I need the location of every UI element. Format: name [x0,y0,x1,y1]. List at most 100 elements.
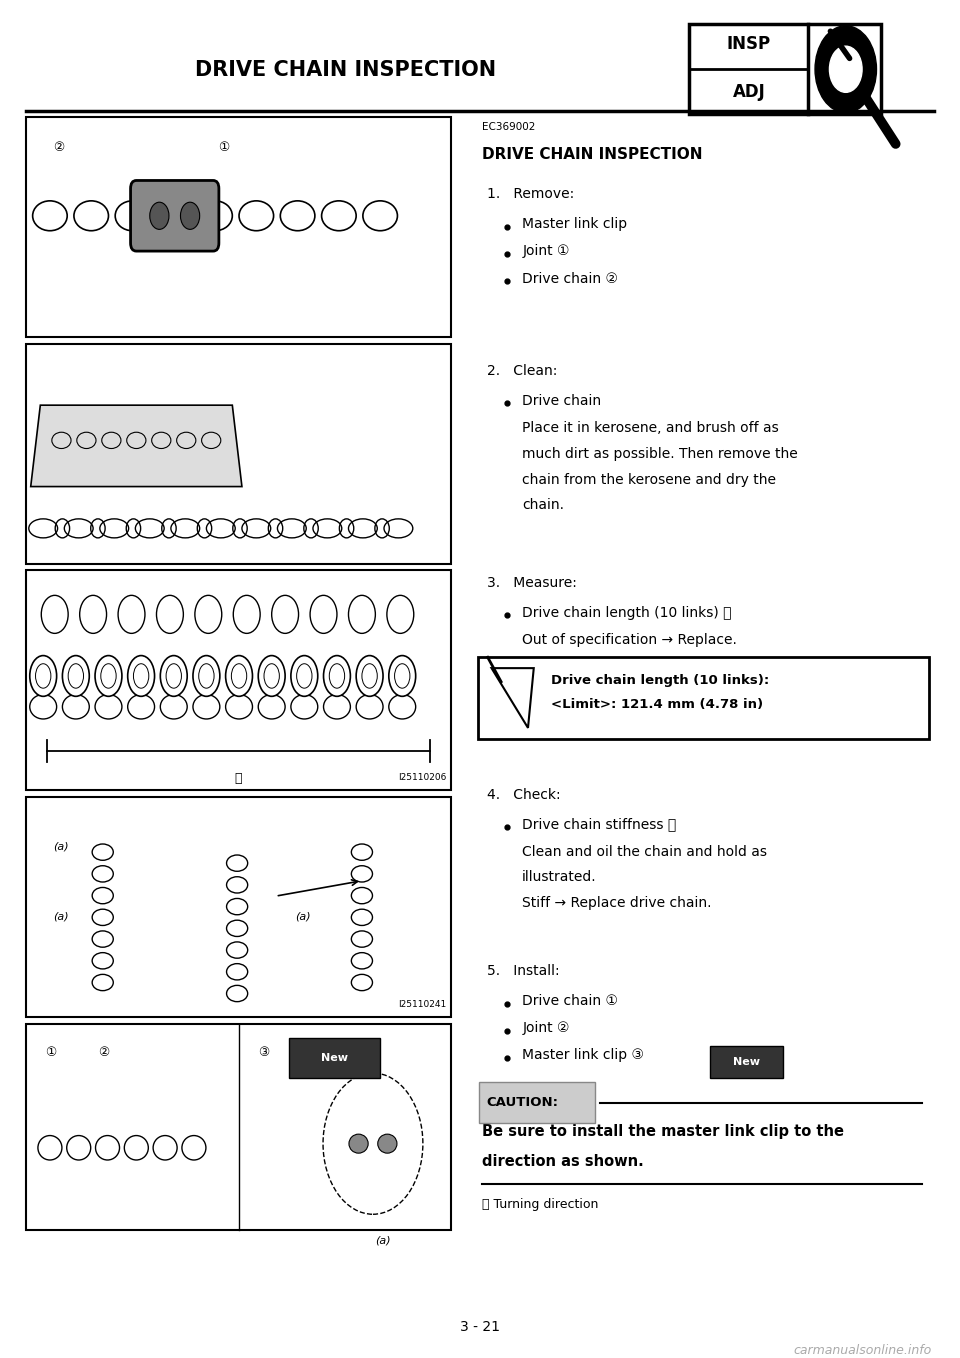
Circle shape [310,595,337,633]
Ellipse shape [349,1134,369,1153]
Circle shape [348,595,375,633]
Text: 3: 3 [129,610,134,619]
Ellipse shape [30,656,57,697]
FancyBboxPatch shape [478,657,929,739]
Text: Drive chain stiffness ⓐ: Drive chain stiffness ⓐ [522,818,677,831]
Text: ①: ① [45,1046,57,1059]
Text: EC369002: EC369002 [482,122,536,132]
Text: ⓐ Turning direction: ⓐ Turning direction [482,1198,598,1211]
Text: ⓐ: ⓐ [235,773,242,785]
Text: Drive chain: Drive chain [522,394,601,407]
Ellipse shape [95,656,122,697]
Ellipse shape [125,1135,149,1160]
Ellipse shape [226,694,252,718]
Circle shape [156,595,183,633]
Text: 2.   Clean:: 2. Clean: [487,364,557,378]
Ellipse shape [153,1135,177,1160]
Text: DRIVE CHAIN INSPECTION: DRIVE CHAIN INSPECTION [482,147,703,162]
Text: 8: 8 [321,610,326,619]
Text: chain.: chain. [522,498,564,512]
Ellipse shape [128,694,155,718]
Ellipse shape [324,694,350,718]
Text: Place it in kerosene, and brush off as: Place it in kerosene, and brush off as [522,421,779,435]
Text: Drive chain ②: Drive chain ② [522,272,618,285]
FancyBboxPatch shape [131,181,219,251]
Ellipse shape [291,694,318,718]
Text: Joint ②: Joint ② [522,1021,569,1035]
Text: Joint ①: Joint ① [522,244,569,258]
Text: ADJ: ADJ [732,83,765,100]
Circle shape [80,595,107,633]
Ellipse shape [356,694,383,718]
Text: <Limit>: 121.4 mm (4.78 in): <Limit>: 121.4 mm (4.78 in) [551,698,763,712]
Text: Out of specification → Replace.: Out of specification → Replace. [522,633,737,646]
Text: 5.   Install:: 5. Install: [487,964,560,978]
Ellipse shape [128,656,155,697]
Ellipse shape [95,1135,119,1160]
Text: 1.   Remove:: 1. Remove: [487,187,574,201]
Ellipse shape [389,656,416,697]
Ellipse shape [66,1135,90,1160]
Text: I25110206: I25110206 [398,773,446,782]
Circle shape [41,595,68,633]
Text: carmanualsonline.info: carmanualsonline.info [793,1344,931,1358]
Text: 6: 6 [244,610,250,619]
Text: New: New [733,1057,760,1067]
Text: I25110241: I25110241 [398,999,446,1009]
Text: CAUTION:: CAUTION: [487,1096,559,1109]
Circle shape [150,202,169,230]
Text: Drive chain length (10 links):: Drive chain length (10 links): [551,674,769,687]
Circle shape [815,26,876,113]
Circle shape [233,595,260,633]
Ellipse shape [258,656,285,697]
Text: 4.   Check:: 4. Check: [487,788,561,801]
Ellipse shape [160,656,187,697]
FancyBboxPatch shape [710,1046,783,1078]
Text: chain from the kerosene and dry the: chain from the kerosene and dry the [522,473,777,486]
Text: ②: ② [98,1046,109,1059]
Ellipse shape [389,694,416,718]
Ellipse shape [182,1135,206,1160]
Ellipse shape [62,656,89,697]
Ellipse shape [291,656,318,697]
Text: Stiff → Replace drive chain.: Stiff → Replace drive chain. [522,896,711,910]
Text: ③: ③ [257,1046,269,1059]
Text: 7: 7 [282,610,288,619]
Text: (a): (a) [295,911,310,922]
Text: 3.   Measure:: 3. Measure: [487,576,577,589]
Text: Be sure to install the master link clip to the: Be sure to install the master link clip … [482,1124,844,1139]
Circle shape [195,595,222,633]
Ellipse shape [193,656,220,697]
Circle shape [387,595,414,633]
Text: INSP: INSP [727,35,771,53]
Text: Drive chain length (10 links) ⓐ: Drive chain length (10 links) ⓐ [522,606,732,619]
Text: (a): (a) [53,841,68,851]
Text: 3 - 21: 3 - 21 [460,1320,500,1334]
Ellipse shape [226,656,252,697]
Ellipse shape [324,656,350,697]
Ellipse shape [356,656,383,697]
Text: ②: ② [53,141,64,155]
Polygon shape [31,405,242,486]
Text: much dirt as possible. Then remove the: much dirt as possible. Then remove the [522,447,798,460]
Text: 2: 2 [90,610,96,619]
Text: 10: 10 [396,610,405,619]
Text: DRIVE CHAIN INSPECTION: DRIVE CHAIN INSPECTION [195,60,496,80]
Circle shape [829,46,862,92]
Text: New: New [321,1052,348,1063]
Text: 9: 9 [359,610,365,619]
Ellipse shape [258,694,285,718]
FancyBboxPatch shape [290,1038,379,1078]
Circle shape [180,202,200,230]
Text: Drive chain ①: Drive chain ① [522,994,618,1008]
Text: 4: 4 [167,610,173,619]
Circle shape [118,595,145,633]
Text: (a): (a) [53,911,68,922]
Text: 5: 5 [205,610,211,619]
Text: Master link clip: Master link clip [522,217,628,231]
Ellipse shape [377,1134,397,1153]
Text: Master link clip ③: Master link clip ③ [522,1048,644,1062]
Text: (a): (a) [374,1236,391,1247]
Circle shape [272,595,299,633]
Ellipse shape [95,694,122,718]
